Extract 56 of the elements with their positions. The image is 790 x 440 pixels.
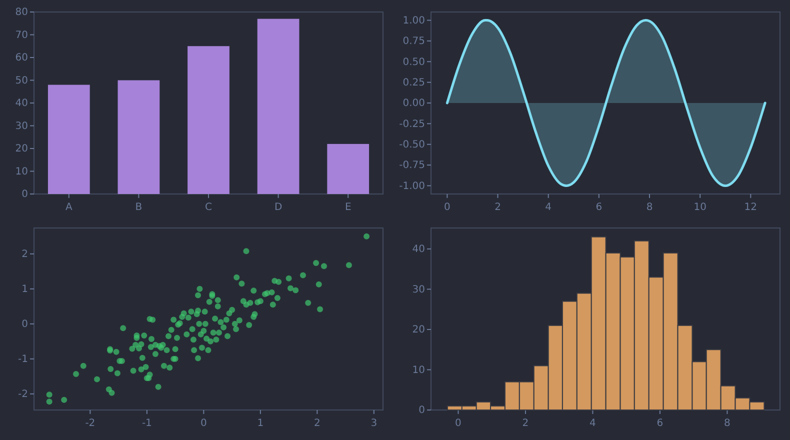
y-tick-label: 1.00 xyxy=(402,15,425,26)
x-tick-label: 0 xyxy=(444,202,450,213)
bar xyxy=(118,80,160,194)
x-tick-label: 2 xyxy=(494,202,501,213)
y-tick-label: 20 xyxy=(412,324,425,336)
bar xyxy=(257,18,300,194)
y-tick-label: 0 xyxy=(22,189,28,200)
x-tick-label: 8 xyxy=(724,418,730,429)
y-tick-label: 0.50 xyxy=(402,56,425,68)
y-tick-label: -0.25 xyxy=(399,118,425,130)
x-tick-label: 2 xyxy=(314,418,320,429)
x-tick-label: D xyxy=(274,202,282,213)
x-tick-label: 12 xyxy=(744,202,758,213)
x-tick-label: -2 xyxy=(85,418,96,429)
bar xyxy=(188,46,230,194)
y-tick-label: 0 xyxy=(418,405,425,416)
y-tick-label: 20 xyxy=(15,144,28,155)
bar xyxy=(327,144,370,194)
y-tick-label: -0.75 xyxy=(399,160,425,172)
y-tick-label: 1 xyxy=(22,284,28,296)
y-tick-label: 0.00 xyxy=(402,98,425,110)
x-tick-label: 2 xyxy=(522,418,529,429)
x-tick-label: 0 xyxy=(200,418,207,429)
y-tick-label: -0.50 xyxy=(399,140,425,151)
y-tick-label: 80 xyxy=(15,7,28,18)
x-tick-label: A xyxy=(65,202,72,213)
y-tick-label: 2 xyxy=(22,249,28,260)
x-tick-label: 10 xyxy=(694,202,706,213)
x-tick-label: 4 xyxy=(545,202,552,213)
y-tick-label: 0.25 xyxy=(402,78,425,89)
y-tick-label: 10 xyxy=(15,166,28,178)
x-tick-label: 0 xyxy=(455,418,462,429)
y-tick-label: 40 xyxy=(15,98,28,110)
bar xyxy=(48,84,90,194)
y-tick-label: -1.00 xyxy=(399,180,425,192)
y-tick-label: 0 xyxy=(22,319,28,330)
x-tick-label: 3 xyxy=(370,418,378,429)
x-tick-label: 6 xyxy=(656,418,664,429)
x-tick-label: 4 xyxy=(590,418,596,429)
y-tick-label: 30 xyxy=(412,284,425,296)
x-tick-label: B xyxy=(135,202,142,213)
x-tick-label: E xyxy=(344,202,352,213)
y-tick-label: -1 xyxy=(18,354,28,366)
y-tick-label: 70 xyxy=(15,30,28,41)
x-tick-label: 6 xyxy=(596,202,602,213)
y-tick-label: -2 xyxy=(18,389,28,400)
y-tick-label: 0.75 xyxy=(402,36,425,48)
y-tick-label: 30 xyxy=(15,120,28,132)
x-tick-label: C xyxy=(205,202,212,213)
x-tick-label: 8 xyxy=(646,202,653,213)
y-tick-label: 40 xyxy=(412,244,425,256)
y-tick-label: 10 xyxy=(412,364,425,376)
x-tick-label: 1 xyxy=(257,418,264,429)
x-tick-label: -1 xyxy=(142,418,152,429)
y-tick-label: 50 xyxy=(15,75,28,86)
y-tick-label: 60 xyxy=(15,52,28,64)
